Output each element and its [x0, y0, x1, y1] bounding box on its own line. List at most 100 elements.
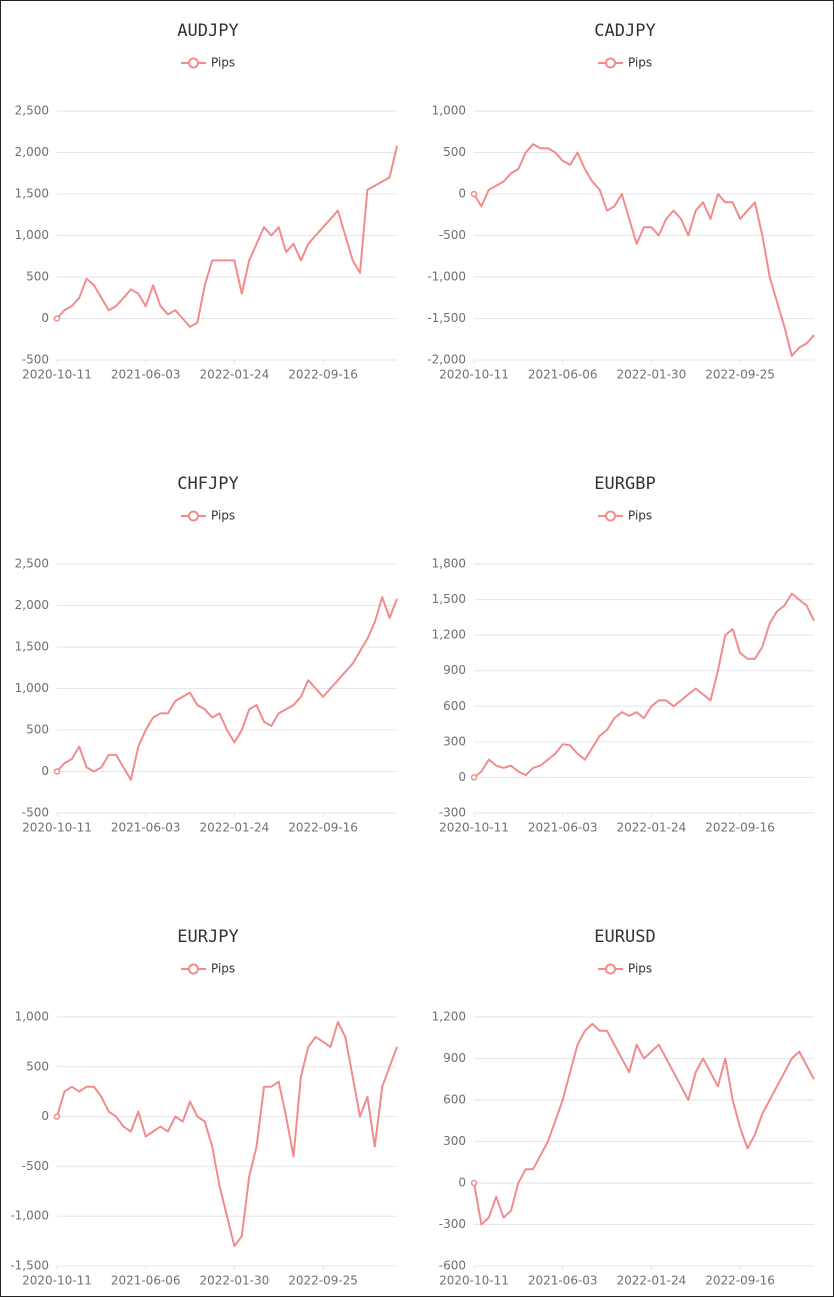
- chart-title: EURGBP: [594, 474, 655, 494]
- chart-panel: -300 0 300 600 900 1,200 1,500 1,800 2020-10-11 2…: [432, 474, 815, 835]
- legend-marker: [605, 57, 616, 69]
- x-tick-label: 2022-01-30: [200, 1274, 270, 1288]
- x-tick-label: 2022-09-16: [288, 821, 358, 835]
- y-tick-label: -600: [439, 1259, 466, 1273]
- x-tick-label: 2020-10-11: [439, 1274, 509, 1288]
- start-point: [53, 315, 61, 322]
- chart-title: AUDJPY: [177, 21, 238, 41]
- x-tick-label: 2020-10-11: [439, 368, 509, 382]
- y-tick-label: -300: [439, 1217, 466, 1231]
- chart-panel: -600 -300 0 300 600 900 1,200 2020-10-11 2021-06…: [432, 927, 815, 1288]
- y-tick-label: 600: [443, 1093, 466, 1107]
- series-line: [473, 143, 815, 357]
- legend-marker: [605, 510, 616, 522]
- series-line: [56, 1021, 398, 1248]
- start-point: [470, 190, 478, 198]
- y-tick-label: -2,000: [427, 353, 466, 367]
- x-tick-label: 2022-01-30: [617, 368, 687, 382]
- x-tick-label: 2022-01-24: [200, 368, 270, 382]
- chart-title: CADJPY: [594, 21, 655, 41]
- y-tick-label: 1,000: [432, 104, 466, 118]
- legend-marker: [188, 57, 199, 69]
- y-tick-label: 300: [443, 734, 466, 748]
- y-tick-label: -500: [22, 806, 49, 820]
- chart-panel: -2,000 -1,500 -1,000 -500 0 500 1,000 2020-10-1…: [427, 21, 815, 382]
- x-tick-label: 2021-06-06: [111, 1274, 181, 1288]
- x-tick-label: 2020-10-11: [22, 1274, 92, 1288]
- y-tick-label: 1,800: [432, 557, 466, 571]
- y-tick-label: -1,500: [427, 311, 466, 325]
- y-tick-label: 900: [443, 663, 466, 677]
- y-tick-label: -500: [22, 353, 49, 367]
- y-tick-label: 900: [443, 1051, 466, 1065]
- x-tick-label: 2022-09-16: [705, 821, 775, 835]
- y-tick-label: 1,200: [432, 1010, 466, 1024]
- chart-panel: -500 0 500 1,000 1,500 2,000 2,500 2020-10-11 20…: [15, 21, 398, 382]
- legend-marker: [188, 963, 199, 975]
- legend-label: Pips: [211, 509, 235, 523]
- series-line: [473, 1022, 815, 1226]
- x-tick-label: 2020-10-11: [22, 368, 92, 382]
- x-tick-label: 2022-01-24: [200, 821, 270, 835]
- legend-label: Pips: [211, 56, 235, 70]
- legend-marker: [605, 963, 616, 975]
- chart-title: CHFJPY: [177, 474, 238, 494]
- x-tick-label: 2022-09-25: [705, 368, 775, 382]
- start-point: [470, 1179, 478, 1187]
- x-tick-label: 2021-06-03: [528, 821, 598, 835]
- legend-marker: [188, 510, 199, 522]
- chart-panel: -1,500 -1,000 -500 0 500 1,000 2020-10-11 2021-…: [10, 927, 398, 1288]
- y-tick-label: 500: [443, 145, 466, 159]
- y-tick-label: 1,500: [15, 187, 49, 201]
- y-tick-label: 1,000: [15, 228, 49, 242]
- y-tick-label: 2,500: [15, 104, 49, 118]
- y-tick-label: 1,000: [15, 1010, 49, 1024]
- y-tick-label: 1,200: [432, 628, 466, 642]
- x-tick-label: 2022-01-24: [617, 1274, 687, 1288]
- y-tick-label: 1,500: [432, 592, 466, 606]
- chart-title: EURUSD: [594, 927, 655, 947]
- series-line: [56, 145, 398, 328]
- x-tick-label: 2020-10-11: [22, 821, 92, 835]
- y-tick-label: 0: [458, 770, 466, 784]
- y-tick-label: -500: [22, 1159, 49, 1173]
- y-tick-label: 0: [41, 764, 49, 778]
- y-tick-label: -1,500: [10, 1259, 49, 1273]
- y-tick-label: 0: [458, 187, 466, 201]
- x-tick-label: 2020-10-11: [439, 821, 509, 835]
- y-tick-label: 1,000: [15, 681, 49, 695]
- y-tick-label: 2,500: [15, 557, 49, 571]
- x-tick-label: 2021-06-06: [528, 368, 598, 382]
- y-tick-label: 300: [443, 1134, 466, 1148]
- start-point: [53, 1113, 61, 1120]
- legend-label: Pips: [211, 962, 235, 976]
- x-tick-label: 2021-06-03: [528, 1274, 598, 1288]
- start-point: [53, 768, 61, 775]
- chart-title: EURJPY: [177, 927, 238, 947]
- y-tick-label: 0: [41, 1109, 49, 1123]
- legend-label: Pips: [628, 56, 652, 70]
- y-tick-label: -500: [439, 228, 466, 242]
- legend-label: Pips: [628, 509, 652, 523]
- x-tick-label: 2022-01-24: [617, 821, 687, 835]
- x-tick-label: 2021-06-03: [111, 821, 181, 835]
- x-tick-label: 2022-09-16: [705, 1274, 775, 1288]
- y-tick-label: 600: [443, 699, 466, 713]
- y-tick-label: 2,000: [15, 145, 49, 159]
- x-tick-label: 2022-09-25: [288, 1274, 358, 1288]
- chart-panel: -500 0 500 1,000 1,500 2,000 2,500 2020-10-11 20…: [15, 474, 398, 835]
- y-tick-label: -1,000: [10, 1209, 49, 1223]
- series-line: [56, 596, 398, 781]
- y-tick-label: 1,500: [15, 640, 49, 654]
- y-tick-label: 0: [41, 311, 49, 325]
- x-tick-label: 2021-06-03: [111, 368, 181, 382]
- y-tick-label: -300: [439, 806, 466, 820]
- y-tick-label: 500: [26, 723, 49, 737]
- y-tick-label: 500: [26, 1059, 49, 1073]
- start-point: [470, 774, 478, 781]
- series-line: [473, 592, 815, 779]
- x-tick-label: 2022-09-16: [288, 368, 358, 382]
- y-tick-label: -1,000: [427, 270, 466, 284]
- y-tick-label: 2,000: [15, 598, 49, 612]
